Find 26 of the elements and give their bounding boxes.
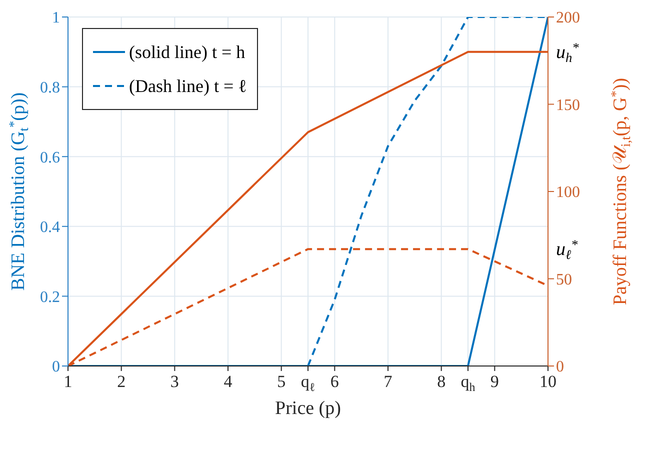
x-tick-label: q$_{h}$	[460, 372, 476, 394]
y2-tick-label: 100	[556, 184, 580, 202]
x-tick-label: 7	[384, 372, 393, 391]
x-tick-label: 10	[540, 372, 556, 391]
x-axis-title: Price (p)	[275, 398, 341, 419]
y2-tick-label: 50	[556, 271, 572, 288]
y-tick-label: 0.8	[40, 79, 60, 96]
x-tick-label: 4	[224, 372, 233, 391]
y2-tick-label: 150	[556, 96, 580, 114]
x-tick-label: 6	[330, 372, 339, 391]
y2-tick-label: 0	[556, 358, 564, 376]
x-tick-label: 3	[170, 372, 179, 391]
x-tick-label: 9	[490, 372, 499, 391]
y-tick-label: 0.6	[40, 149, 60, 166]
x-tick-label: 2	[117, 372, 126, 391]
x-tick-label: 8	[437, 372, 446, 391]
y-tick-label: 0.4	[40, 219, 60, 236]
x-tick-label: 1	[64, 372, 72, 391]
x-tick-label: q$_{ℓ}$	[300, 372, 316, 394]
legend-label: (Dash line) t = ℓ	[129, 76, 247, 96]
y2-tick-label: 200	[556, 10, 580, 27]
x-tick-label: 5	[277, 372, 286, 391]
y-tick-label: 0	[52, 358, 60, 376]
y-tick-label: 0.2	[40, 288, 60, 306]
y-tick-label: 1	[52, 10, 60, 27]
legend-label: (solid line) t = h	[129, 42, 246, 62]
